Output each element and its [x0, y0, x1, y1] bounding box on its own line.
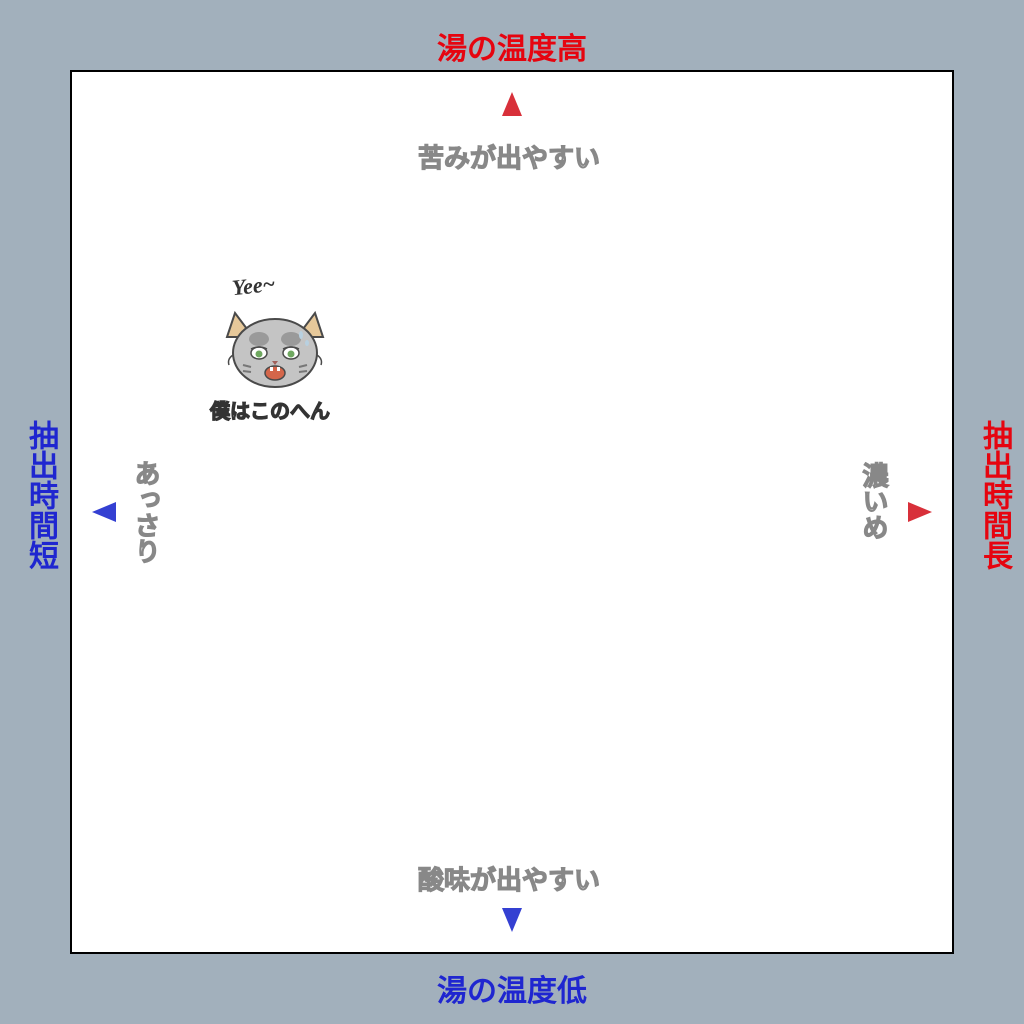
right-axis-label: 抽出時間長 [972, 420, 1016, 570]
cat-icon [215, 295, 335, 395]
right-inner-label: 濃いめ [856, 462, 893, 540]
left-inner-label: あっさり [128, 460, 165, 564]
bottom-axis-label: 湯の温度低 [0, 966, 1024, 1010]
left-axis-label: 抽出時間短 [18, 420, 62, 570]
y-axis [500, 70, 524, 954]
top-inner-label: 苦みが出やすい [418, 138, 600, 175]
marker-caption: 僕はこのへん [210, 395, 330, 424]
bottom-inner-label: 酸味が出やすい [418, 860, 600, 897]
top-axis-label: 湯の温度高 [0, 24, 1024, 68]
